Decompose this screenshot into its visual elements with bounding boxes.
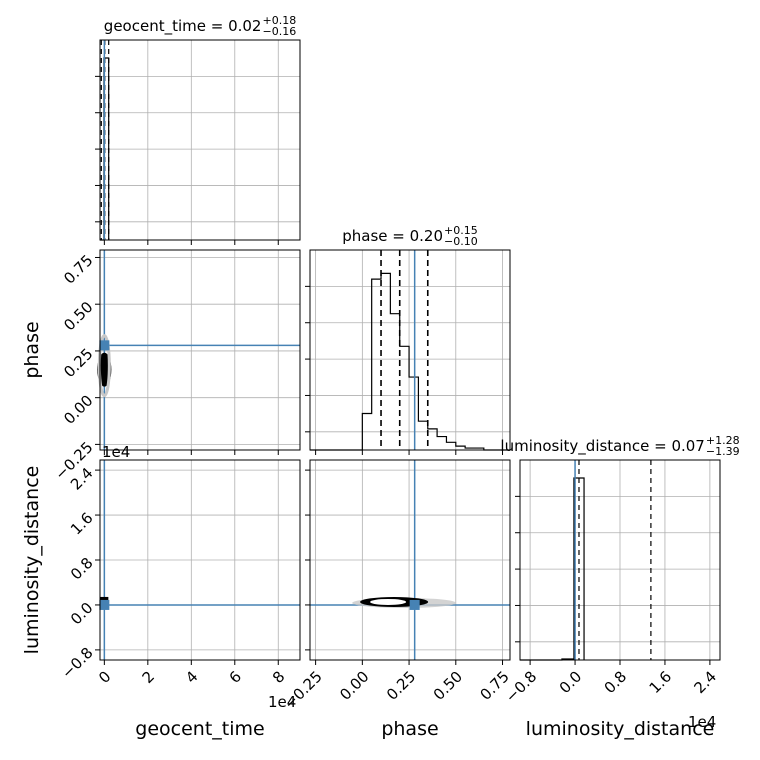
x-tick-label: 6 [226, 668, 245, 687]
truth-marker [99, 599, 110, 610]
x-tick-label: 8 [269, 668, 288, 687]
panel-title-upper-error: +0.18 [262, 14, 296, 27]
y-tick-label: −0.8 [58, 644, 96, 682]
truth-marker [99, 340, 110, 351]
y-offset-label: 1e4 [102, 443, 130, 461]
density-contour [370, 598, 407, 605]
histogram-phase [310, 272, 510, 451]
panel-frame [99, 39, 301, 241]
y-tick-label: 0.75 [60, 251, 96, 287]
x-tick-label: 4 [182, 668, 201, 687]
panel-frame [99, 249, 301, 451]
x-tick-label: 0.00 [336, 668, 372, 704]
x-offset-label: 1e4 [688, 713, 716, 731]
y-tick-label: 1.6 [67, 509, 97, 539]
panel-frame [309, 249, 511, 451]
x-tick-label: −0.8 [502, 668, 540, 706]
y-tick-label: 0.8 [67, 554, 97, 584]
panel-title-main: geocent_time = 0.02 [104, 17, 262, 36]
x-tick-label: 0.25 [383, 668, 419, 704]
y-tick-label: 0.25 [60, 345, 96, 381]
x-tick-label: 2 [139, 668, 158, 687]
x-tick-label: 1.6 [646, 668, 676, 698]
y-tick-label: 0.00 [60, 391, 96, 427]
panel-title-upper-error: +0.15 [444, 224, 478, 237]
panel-title-main: luminosity_distance = 0.07 [500, 437, 704, 456]
x-offset-label: 1e4 [268, 693, 296, 711]
panel-title: luminosity_distance = 0.07 +1.28−1.39 [500, 434, 739, 458]
y-tick-label: 0.0 [67, 599, 97, 629]
y-axis-label-phase: phase [21, 321, 43, 378]
panel-title-lower-error: −0.16 [262, 25, 296, 38]
x-tick-label: 0.0 [556, 668, 586, 698]
x-axis-label-phase: phase [381, 718, 438, 740]
x-tick-label: 0 [95, 668, 114, 687]
x-tick-label: 2.4 [691, 668, 721, 698]
panel-title-lower-error: −0.10 [444, 235, 478, 248]
x-axis-label-geocent-time: geocent_time [135, 718, 264, 740]
density-contour [97, 334, 111, 398]
x-tick-label: 0.8 [601, 668, 631, 698]
panel-title: phase = 0.20 +0.15−0.10 [342, 224, 478, 248]
x-axis-label-luminosity-distance: luminosity_distance [526, 718, 715, 740]
y-axis-label-luminosity-distance: luminosity_distance [21, 466, 43, 655]
y-tick-label: 0.50 [60, 298, 96, 334]
x-tick-label: 0.50 [430, 668, 466, 704]
truth-marker [409, 599, 420, 610]
panel-title: geocent_time = 0.02 +0.18−0.16 [104, 14, 296, 38]
panel-title-upper-error: +1.28 [706, 434, 740, 447]
panel-title-lower-error: −1.39 [706, 445, 740, 458]
panel-title-main: phase = 0.20 [342, 227, 443, 245]
